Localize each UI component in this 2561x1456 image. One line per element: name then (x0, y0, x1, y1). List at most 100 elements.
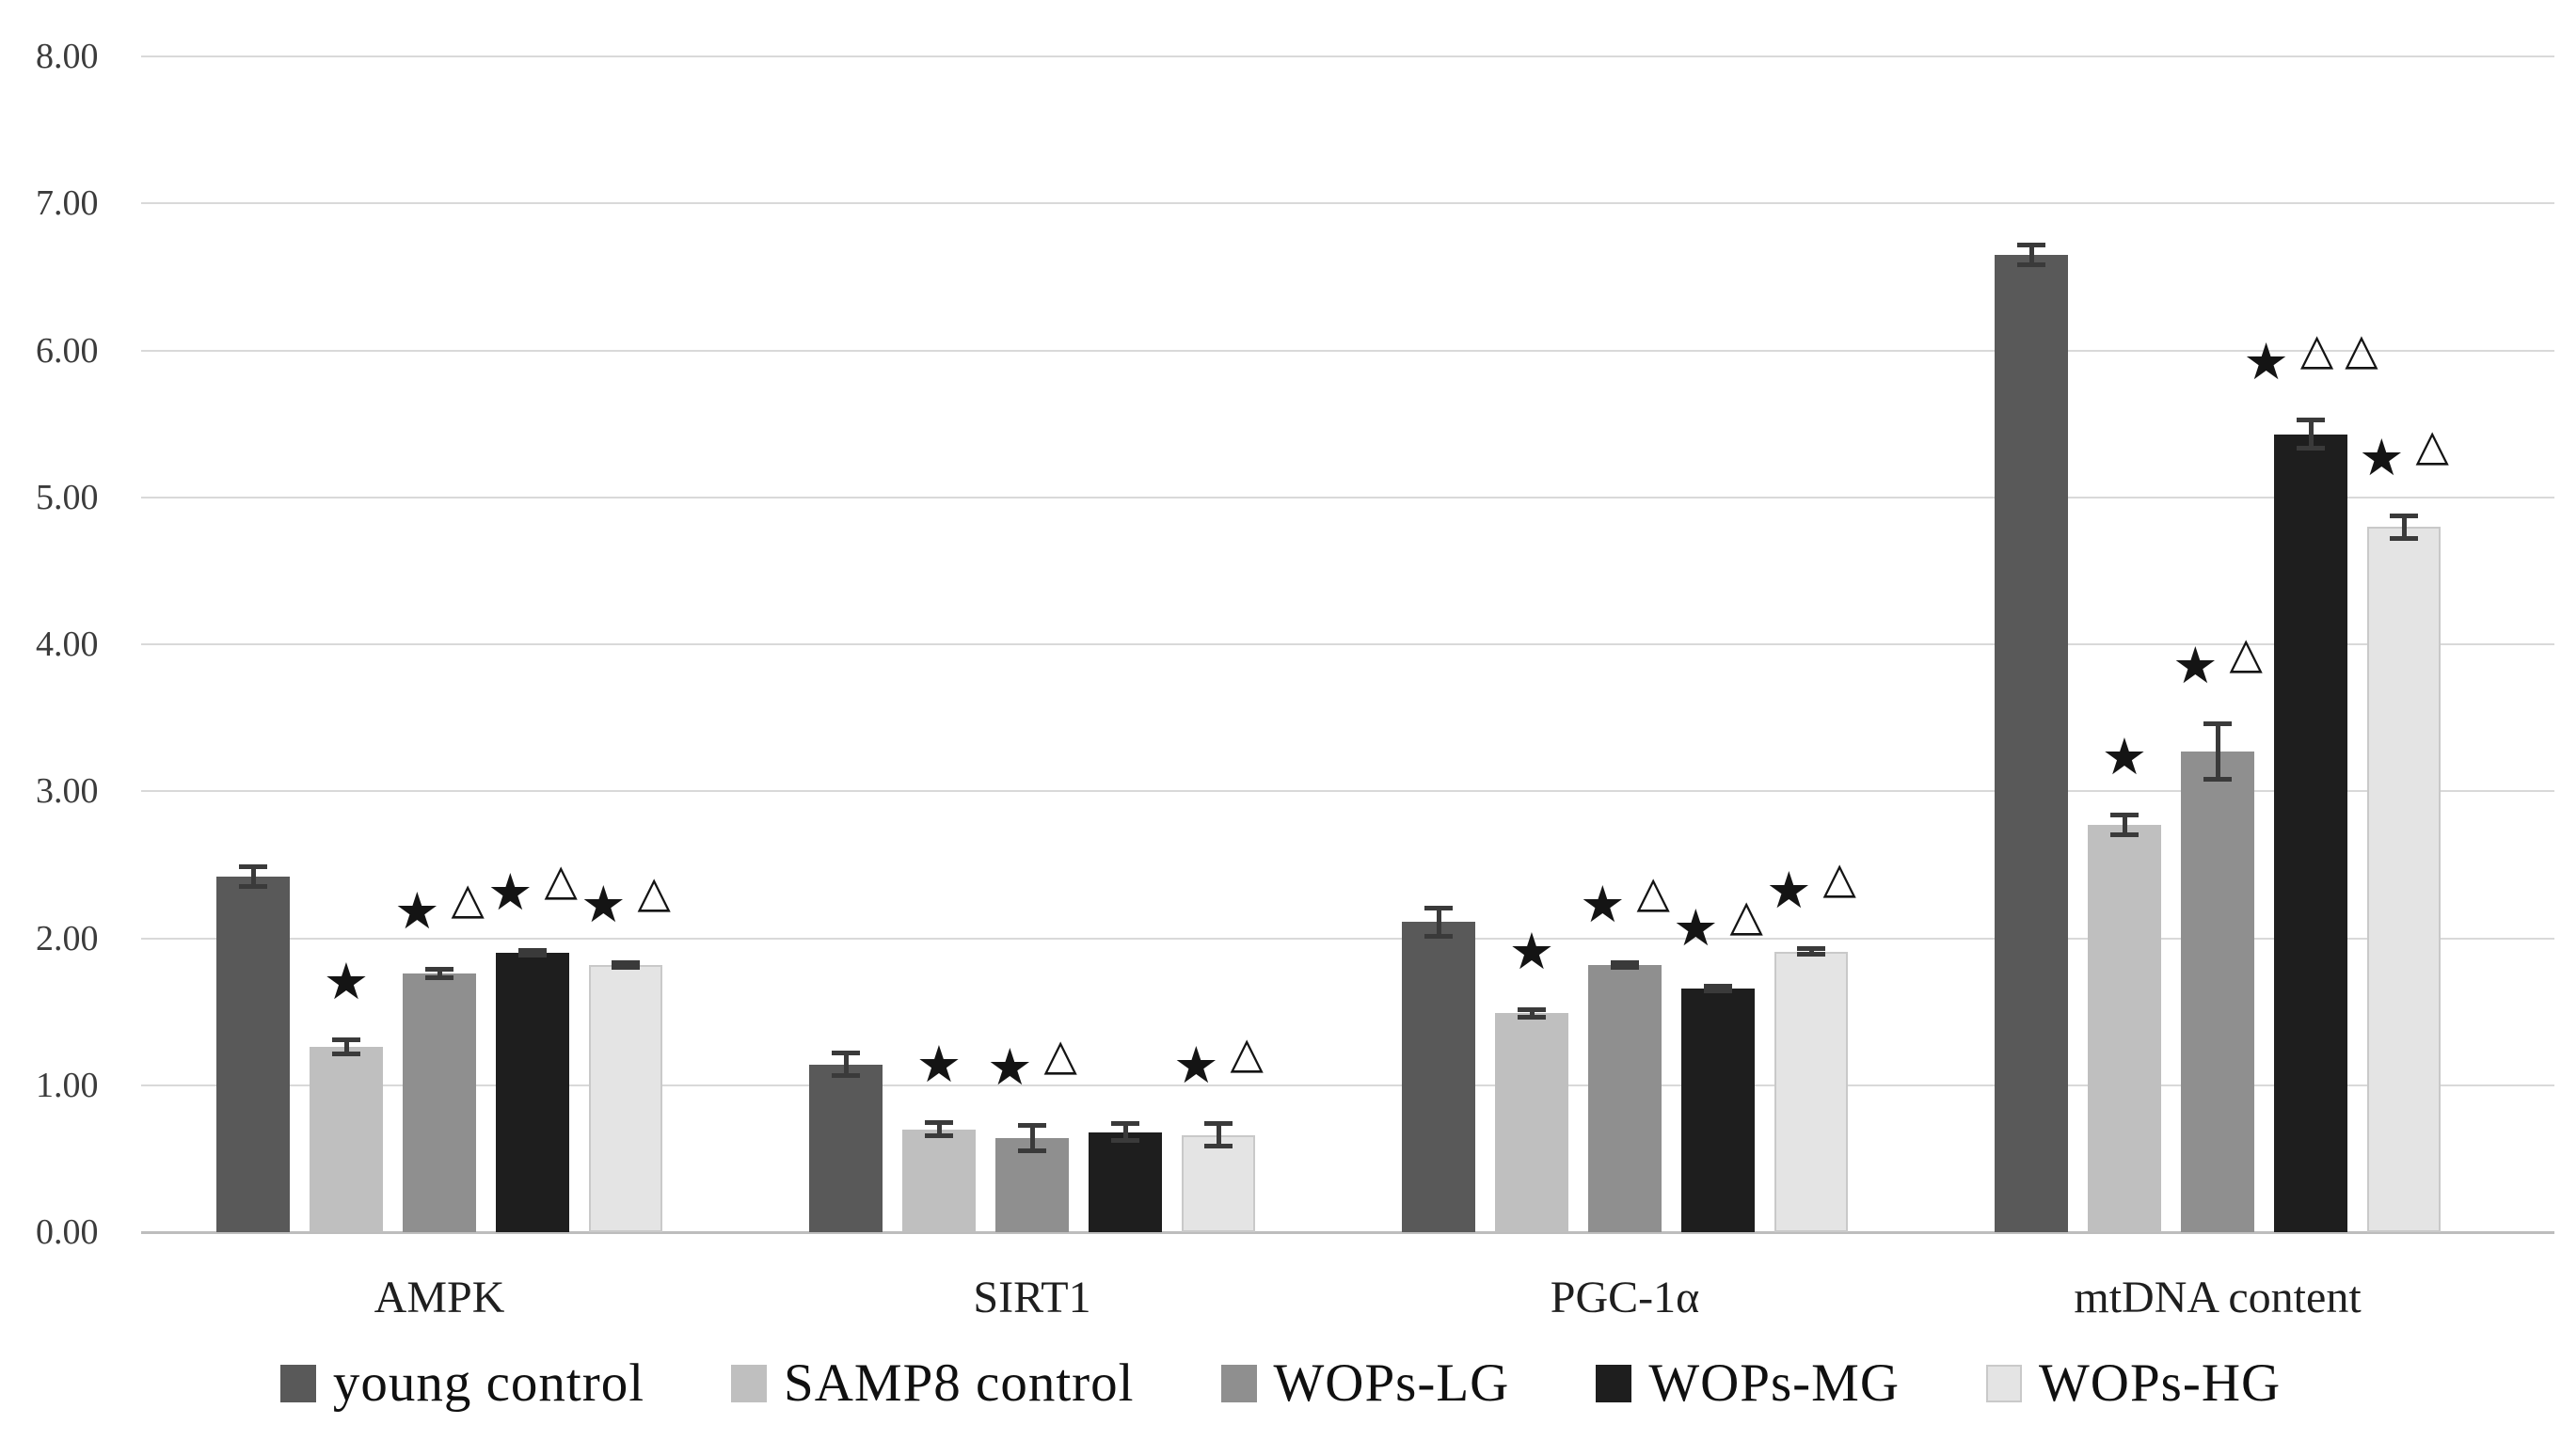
star-marker: ★ (1508, 923, 1555, 980)
significance-marker: ★ △ △ (2243, 327, 2378, 390)
significance-marker: ★ △ (2172, 632, 2263, 692)
chart-legend: young control SAMP8 control WOPs-LG WOPs-MG… (0, 1353, 2561, 1414)
star-marker: ★ (915, 1036, 962, 1093)
star-marker: ★ (394, 883, 440, 941)
triangle-marker: △ (1729, 891, 1763, 940)
legend-label: WOPs-MG (1648, 1353, 1900, 1413)
star-marker: ★ (1766, 863, 1812, 920)
x-axis-category-label: SIRT1 (973, 1273, 1091, 1322)
y-axis-tick-label: 3.00 (36, 771, 99, 812)
star-marker: ★ (2359, 429, 2405, 486)
bar-WOPs-LG-AMPK (403, 973, 476, 1232)
bar-SAMP8-control-AMPK (310, 1047, 383, 1232)
triangle-marker: △ (2345, 324, 2378, 373)
star-marker: ★ (2243, 333, 2289, 390)
triangle-marker: △ (2415, 420, 2449, 469)
error-bar-cap-top (332, 1037, 360, 1043)
error-bar (2401, 514, 2407, 539)
gridline-2.00 (141, 937, 2554, 940)
bar-WOPs-HG-SIRT1 (1182, 1134, 1255, 1232)
significance-marker: ★ (916, 1039, 962, 1090)
bar-WOPs-LG-SIRT1 (995, 1138, 1069, 1232)
significance-marker: ★ △ (487, 859, 578, 919)
error-bar-cap-bottom (2110, 832, 2139, 838)
y-axis-tick-label: 2.00 (36, 918, 99, 958)
error-bar-cap-bottom (2203, 776, 2232, 782)
error-bar (2308, 419, 2314, 450)
bar-SAMP8-control-PGC-1α (1495, 1013, 1568, 1232)
triangle-marker: △ (1822, 854, 1856, 903)
significance-marker: ★ △ (1580, 870, 1670, 930)
legend-swatch (1596, 1364, 1632, 1402)
error-bar-cap-top (2017, 243, 2045, 247)
error-bar-cap-bottom (518, 953, 547, 958)
error-bar (1436, 907, 1441, 937)
error-bar-cap-bottom (1797, 951, 1825, 957)
star-marker: ★ (1173, 1037, 1219, 1095)
gridline-6.00 (141, 349, 2554, 352)
error-bar-cap-bottom (1611, 964, 1639, 970)
bar-young-control-SIRT1 (809, 1064, 883, 1232)
x-axis-category-label: AMPK (374, 1273, 505, 1322)
legend-swatch (1220, 1364, 1257, 1402)
error-bar-cap-bottom (1704, 988, 1732, 993)
error-bar (343, 1039, 349, 1054)
legend-swatch (1986, 1364, 2022, 1402)
y-axis-tick-label: 8.00 (36, 37, 99, 76)
error-bar-cap-top (612, 959, 640, 965)
error-bar-cap-bottom (1018, 1148, 1046, 1154)
legend-item-WOPs-MG: WOPs-MG (1596, 1353, 1900, 1414)
significance-marker: ★ △ (2359, 423, 2449, 486)
triangle-marker: △ (1230, 1029, 1264, 1078)
error-bar (1808, 948, 1814, 955)
error-bar-cap-top (2203, 721, 2232, 727)
bar-WOPs-HG-AMPK (589, 964, 662, 1232)
gridline-5.00 (141, 496, 2554, 499)
error-bar-cap-top (832, 1051, 860, 1056)
significance-marker: ★ △ (987, 1033, 1077, 1093)
error-bar (2028, 245, 2034, 265)
significance-marker: ★ △ (581, 870, 671, 933)
error-bar-cap-bottom (612, 964, 640, 970)
error-bar (1216, 1123, 1221, 1147)
error-bar (2122, 815, 2127, 836)
significance-marker: ★ △ (1673, 894, 1763, 954)
error-bar-cap-top (1611, 959, 1639, 965)
bar-WOPs-LG-PGC-1α (1588, 964, 1662, 1232)
error-bar (1122, 1123, 1128, 1142)
bar-young-control-PGC-1α (1402, 922, 1475, 1232)
significance-marker: ★ △ (394, 878, 485, 941)
error-bar (1715, 985, 1721, 991)
y-axis-tick-label: 4.00 (36, 625, 99, 664)
error-bar (2215, 723, 2220, 780)
error-bar-cap-top (2110, 813, 2139, 818)
error-bar (843, 1052, 849, 1077)
legend-label: WOPs-LG (1273, 1353, 1510, 1413)
error-bar-cap-bottom (2390, 535, 2418, 541)
bar-young-control-mtDNA-content (1995, 254, 2068, 1232)
error-bar (623, 961, 628, 968)
bar-young-control-AMPK (216, 876, 290, 1232)
triangle-marker: △ (1636, 867, 1670, 916)
error-bar-cap-bottom (1518, 1014, 1546, 1020)
error-bar-cap-top (2297, 417, 2325, 422)
legend-item-WOPs-LG: WOPs-LG (1220, 1353, 1510, 1414)
error-bar-cap-bottom (332, 1051, 360, 1056)
legend-item-WOPs-HG: WOPs-HG (1986, 1353, 2281, 1414)
triangle-marker: △ (2229, 629, 2263, 678)
error-bar-cap-top (425, 967, 453, 973)
bar-WOPs-MG-AMPK (496, 953, 569, 1232)
triangle-marker: △ (1043, 1030, 1077, 1079)
error-bar-cap-bottom (1204, 1144, 1233, 1149)
star-marker: ★ (581, 876, 627, 933)
gridline-0.00 (141, 1231, 2554, 1234)
bar-WOPs-MG-mtDNA-content (2274, 434, 2347, 1232)
significance-marker: ★ △ (1173, 1032, 1264, 1095)
star-marker: ★ (323, 954, 370, 1011)
y-axis-tick-label: 6.00 (36, 330, 99, 371)
star-marker: ★ (2101, 729, 2148, 786)
bar-SAMP8-control-SIRT1 (902, 1129, 976, 1232)
triangle-marker: △ (451, 875, 485, 924)
bar-WOPs-MG-SIRT1 (1089, 1132, 1162, 1232)
